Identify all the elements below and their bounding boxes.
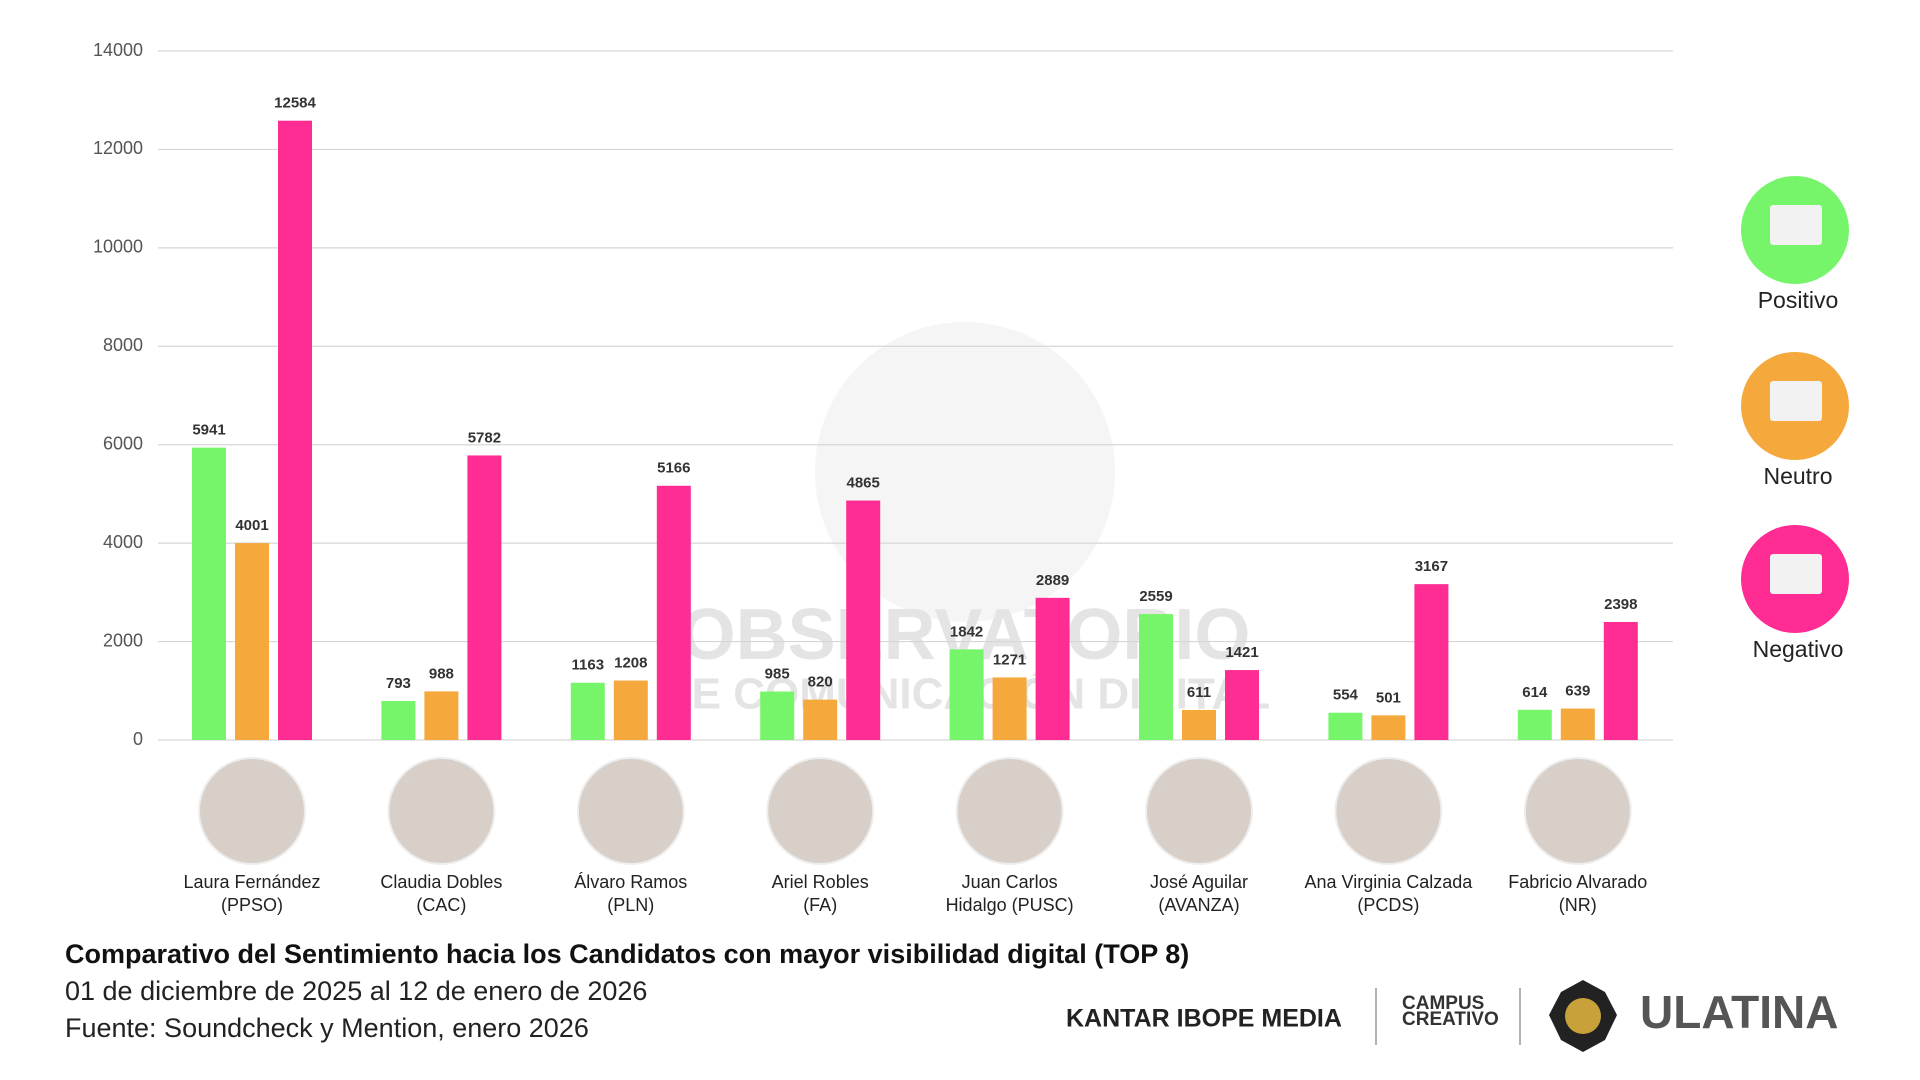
data-label: 2559	[1139, 588, 1172, 605]
bar	[846, 500, 881, 740]
legend-label: Negativo	[1753, 636, 1844, 662]
bar	[467, 455, 502, 740]
x-tick-label: (PCDS)	[1357, 895, 1419, 915]
data-label: 3167	[1415, 558, 1448, 575]
y-tick-label: 6000	[103, 433, 143, 453]
candidate-photo	[198, 757, 306, 865]
watermark	[815, 322, 1115, 622]
data-label: 1163	[572, 657, 605, 674]
bar	[192, 447, 226, 740]
subtitle: 01 de diciembre de 2025 al 12 de enero d…	[65, 976, 647, 1006]
candidate-photo	[1523, 757, 1632, 865]
x-tick-label: Juan Carlos	[962, 872, 1058, 892]
data-label: 2889	[1036, 572, 1069, 589]
bar	[235, 543, 269, 740]
bar	[1560, 708, 1595, 740]
bar	[760, 691, 795, 740]
candidate-photo	[576, 757, 685, 865]
y-tick-label: 4000	[103, 532, 143, 552]
subtitle: Fuente: Soundcheck y Mention, enero 2026	[65, 1013, 589, 1043]
logo-text: CREATIVO	[1402, 1009, 1499, 1030]
candidate-photo	[387, 757, 496, 865]
data-label: 988	[429, 665, 454, 682]
bar	[656, 485, 691, 740]
x-tick-label: (FA)	[803, 895, 837, 915]
x-tick-label: (PPSO)	[221, 895, 283, 915]
y-tick-label: 14000	[93, 40, 143, 60]
bar	[1035, 597, 1070, 740]
data-label: 501	[1376, 689, 1401, 706]
data-label: 5941	[192, 422, 225, 439]
candidate-photo	[955, 757, 1064, 865]
data-label: 4001	[235, 517, 268, 534]
x-tick-label: (PLN)	[607, 895, 654, 915]
bar	[949, 649, 984, 740]
x-tick-label: Laura Fernández	[183, 872, 320, 892]
candidate-photo	[1334, 757, 1443, 865]
logo-text: CAMPUS	[1402, 993, 1484, 1014]
x-tick-label: Álvaro Ramos	[574, 872, 687, 892]
legend-label: Neutro	[1763, 463, 1832, 489]
bar	[992, 677, 1027, 740]
data-label: 2398	[1604, 596, 1637, 613]
bar	[424, 691, 459, 740]
x-tick-label: Fabricio Alvarado	[1508, 872, 1647, 892]
bar	[278, 120, 312, 740]
chart-title: Comparativo del Sentimiento hacia los Ca…	[65, 939, 1189, 969]
x-tick-label: (CAC)	[416, 895, 466, 915]
data-label: 1208	[614, 655, 647, 672]
data-label: 639	[1565, 683, 1590, 700]
legend-label: Positivo	[1758, 287, 1839, 313]
bar	[1603, 621, 1638, 740]
data-label: 12584	[274, 95, 316, 112]
logo-text: KANTAR IBOPE MEDIA	[1066, 1005, 1342, 1033]
bar	[381, 700, 416, 740]
y-tick-label: 10000	[93, 237, 143, 257]
bar	[1371, 715, 1406, 740]
x-tick-label: Ana Virginia Calzada	[1305, 872, 1474, 892]
candidate-photo	[766, 757, 875, 865]
data-label: 1271	[993, 651, 1026, 668]
y-tick-label: 8000	[103, 335, 143, 355]
legend-icon	[1770, 381, 1822, 421]
bar	[1328, 712, 1363, 740]
bar	[1225, 670, 1259, 740]
bar	[1517, 709, 1552, 740]
y-tick-label: 2000	[103, 630, 143, 650]
bar	[803, 699, 838, 740]
badge	[1565, 998, 1601, 1034]
data-label: 611	[1187, 684, 1211, 701]
bar	[1182, 709, 1216, 740]
y-tick-label: 12000	[93, 138, 143, 158]
data-label: 5166	[657, 460, 690, 477]
x-tick-label: (NR)	[1559, 895, 1597, 915]
data-label: 1842	[950, 623, 983, 640]
x-tick-label: Claudia Dobles	[380, 872, 502, 892]
bar	[570, 682, 605, 740]
x-tick-label: (AVANZA)	[1158, 895, 1239, 915]
data-label: 614	[1522, 684, 1548, 701]
data-label: 820	[808, 674, 833, 691]
data-label: 4865	[847, 475, 880, 492]
bar	[613, 680, 648, 740]
data-label: 5782	[468, 429, 501, 446]
x-tick-label: José Aguilar	[1150, 872, 1248, 892]
data-label: 793	[386, 675, 411, 692]
legend-icon	[1770, 205, 1822, 245]
data-label: 554	[1333, 687, 1359, 704]
data-label: 985	[765, 665, 790, 682]
data-label: 1421	[1225, 644, 1258, 661]
bar	[1139, 614, 1173, 740]
legend-icon	[1770, 554, 1822, 594]
candidate-photo	[1145, 757, 1253, 865]
x-tick-label: Hidalgo (PUSC)	[946, 895, 1074, 915]
bar	[1414, 584, 1449, 740]
y-tick-label: 0	[133, 729, 143, 749]
logo-text: ULATINA	[1640, 986, 1838, 1038]
x-tick-label: Ariel Robles	[772, 872, 869, 892]
